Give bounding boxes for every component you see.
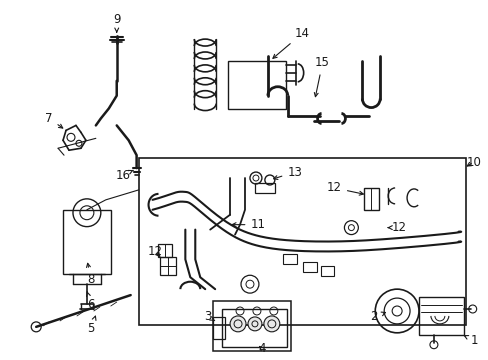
Text: 6: 6	[86, 292, 95, 311]
Text: 13: 13	[273, 166, 302, 179]
Bar	[213, 317, 224, 339]
Text: 2: 2	[370, 310, 385, 323]
Text: 12: 12	[326, 181, 363, 195]
Circle shape	[264, 316, 279, 332]
Bar	[418, 297, 463, 335]
Text: 12: 12	[387, 221, 406, 234]
Bar	[160, 257, 176, 275]
Text: 16: 16	[115, 168, 133, 181]
Text: 7: 7	[45, 112, 62, 128]
Circle shape	[247, 317, 262, 331]
Text: 11: 11	[232, 218, 265, 231]
Bar	[227, 61, 285, 109]
Text: 5: 5	[87, 316, 96, 336]
Text: 9: 9	[113, 13, 120, 32]
Bar	[158, 243, 172, 257]
Text: 4: 4	[258, 342, 265, 355]
Text: 10: 10	[465, 156, 480, 168]
Text: 8: 8	[86, 263, 94, 286]
Text: 1: 1	[464, 334, 477, 347]
Text: 3: 3	[204, 310, 214, 323]
Bar	[282, 255, 296, 264]
Bar	[302, 262, 316, 272]
Text: 15: 15	[314, 57, 329, 97]
Circle shape	[230, 316, 245, 332]
Bar	[222, 309, 286, 347]
Bar	[213, 301, 290, 351]
Text: 12: 12	[148, 245, 163, 258]
Text: 14: 14	[272, 27, 309, 58]
Bar	[364, 188, 379, 210]
Bar	[63, 210, 111, 274]
Bar	[254, 183, 274, 193]
Bar	[320, 266, 334, 276]
Bar	[138, 158, 465, 325]
